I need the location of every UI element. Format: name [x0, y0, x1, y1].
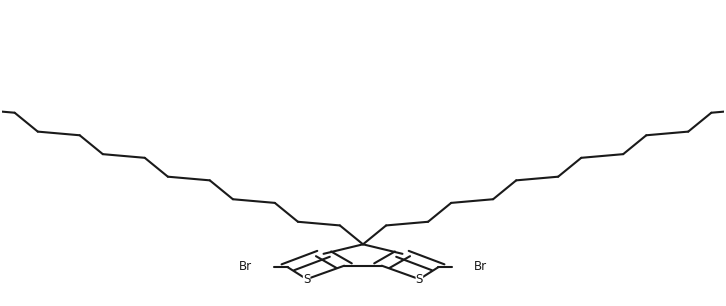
Text: Br: Br	[239, 260, 252, 273]
Text: Br: Br	[474, 260, 487, 273]
Text: S: S	[303, 273, 310, 286]
Text: S: S	[416, 273, 423, 286]
